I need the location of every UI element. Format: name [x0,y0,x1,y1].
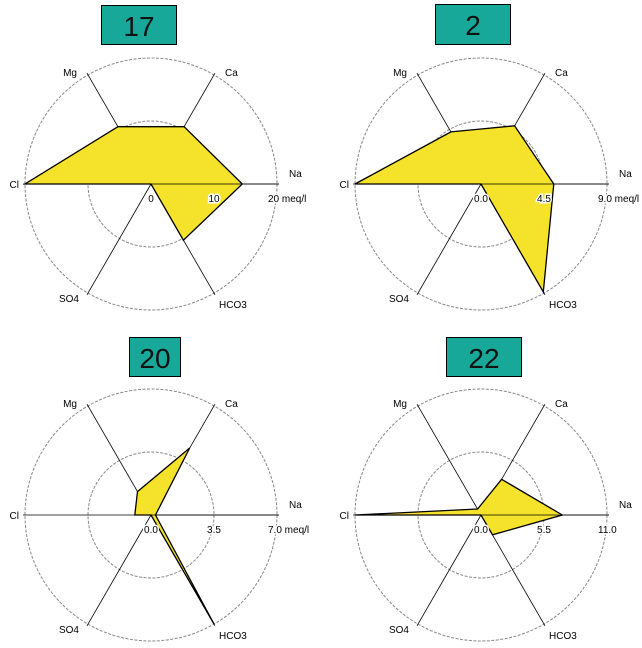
axis-label-mg: Mg [63,399,77,410]
axis-label-hco3: HCO3 [219,631,247,642]
scale-label: 5.5 [537,525,551,536]
axis-label-cl: Cl [10,511,19,522]
axis-label-so4: SO4 [389,294,409,305]
data-polygon [355,479,562,535]
scale-label: 20 meq/l [268,194,306,205]
scale-label: 0 [148,194,154,205]
chart-title: 22 [447,342,521,376]
scale-label: 3.5 [207,525,221,536]
axis-label-mg: Mg [393,399,407,410]
scale-label: 0.0 [144,525,158,536]
data-polygon [355,126,554,292]
axis-label-hco3: HCO3 [549,631,577,642]
axis-label-na: Na [619,169,632,180]
axis-line-so4 [417,515,481,626]
chart-title: 20 [130,342,180,376]
axis-line-so4 [417,184,481,295]
scale-label: 9.0 meq/l [598,194,639,205]
radar-chart-20: 0.0 3.5 7.0 meq/l Na Ca Mg Cl SO4 HCO3 [10,389,310,642]
chart-title-badge: 2 [435,4,511,45]
axis-label-na: Na [289,500,302,511]
radar-chart-17: 0 10 20 meq/l Na Ca Mg Cl SO4 HCO3 [10,58,307,311]
axis-label-ca: Ca [225,68,238,79]
axis-label-hco3: HCO3 [549,300,577,311]
axis-label-ca: Ca [225,399,238,410]
axis-label-cl: Cl [340,180,349,191]
data-polygon [25,127,242,241]
chart-title-badge: 22 [446,337,522,377]
scale-label: 11.0 [598,525,617,536]
axis-label-cl: Cl [340,511,349,522]
scale-label: 4.5 [537,194,551,205]
axis-line-so4 [87,515,151,626]
scale-label: 7.0 meq/l [268,525,309,536]
axis-label-so4: SO4 [59,625,79,636]
axis-label-so4: SO4 [59,294,79,305]
axis-label-ca: Ca [555,399,568,410]
axis-line-so4 [87,184,151,295]
radar-chart-22: 0.0 5.5 11.0 Na Ca Mg Cl SO4 HCO3 [340,389,633,642]
axis-label-na: Na [289,169,302,180]
scale-label: 10 [208,194,220,205]
chart-title: 17 [102,10,176,44]
scale-label: 0.0 [474,525,488,536]
axis-label-cl: Cl [10,180,19,191]
axis-label-hco3: HCO3 [219,300,247,311]
axis-label-na: Na [619,500,632,511]
data-polygon [135,448,214,624]
axis-label-mg: Mg [63,68,77,79]
axis-label-so4: SO4 [389,625,409,636]
axis-line-mg [417,404,481,515]
radar-chart-2: 0.0 4.5 9.0 meq/l Na Ca Mg Cl SO4 HCO3 [340,58,640,311]
chart-title-badge: 20 [129,337,181,377]
scale-label: 0.0 [474,194,488,205]
chart-title: 2 [436,9,510,43]
chart-title-badge: 17 [101,5,177,45]
axis-label-mg: Mg [393,68,407,79]
axis-label-ca: Ca [555,68,568,79]
